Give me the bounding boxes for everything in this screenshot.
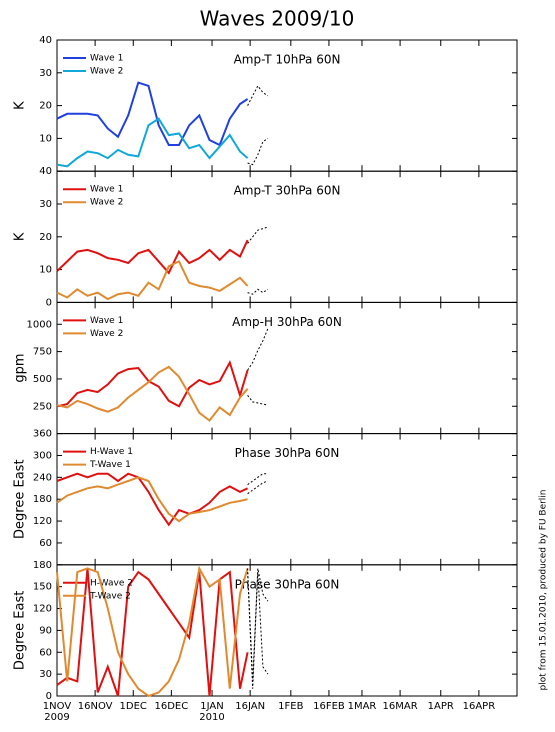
y-tick-label: 150 [33, 582, 52, 593]
legend-label: Wave 2 [90, 198, 123, 208]
series-line [247, 328, 269, 371]
series-line [56, 476, 248, 523]
y-tick-label: 300 [33, 450, 52, 461]
x-tick-label: 16FEB [313, 701, 345, 712]
legend-label: Wave 2 [90, 67, 123, 77]
series-line [247, 288, 269, 295]
y-tick-label: 250 [33, 401, 52, 412]
y-tick-label: 10 [39, 265, 52, 276]
series-line [247, 394, 269, 406]
series-line [247, 84, 269, 106]
y-tick-label: 1000 [27, 319, 52, 330]
y-tick-label: 500 [33, 374, 52, 385]
y-axis-label: K [13, 232, 28, 241]
y-tick-label: 120 [33, 604, 52, 615]
y-tick-label: 750 [33, 347, 52, 358]
x-tick-label: 16NOV [78, 701, 113, 712]
x-tick-label: 1JAN [200, 701, 223, 712]
y-tick-label: 60 [39, 647, 52, 658]
panel-title: Amp-T 30hPa 60N [234, 184, 341, 198]
series-line [247, 226, 269, 244]
y-axis-label: K [13, 101, 28, 110]
y-axis-label: Degree East [13, 459, 28, 539]
x-tick-label: 16MAR [383, 701, 418, 712]
series-line [56, 117, 249, 168]
series-line [56, 568, 249, 697]
x-tick-label: 1NOV [43, 701, 72, 712]
y-tick-label: 40 [39, 166, 52, 177]
y-tick-label: 180 [33, 560, 52, 571]
panel-title: Amp-T 10hPa 60N [234, 53, 341, 67]
panel-title: Phase 30hPa 60N [235, 577, 340, 591]
y-tick-label: 180 [33, 494, 52, 505]
x-year-label: 2010 [199, 712, 224, 723]
y-tick-label: 10 [39, 133, 52, 144]
panel-title: Phase 30hPa 60N [235, 446, 340, 460]
series-line [247, 473, 268, 486]
y-tick-label: 120 [33, 516, 52, 527]
series-line [56, 239, 249, 275]
series-line [56, 472, 249, 527]
legend-label: H-Wave 1 [90, 447, 133, 457]
x-tick-label: 16APR [463, 701, 496, 712]
y-tick-label: 30 [39, 669, 52, 680]
x-tick-label: 1APR [428, 701, 454, 712]
series-line [56, 565, 249, 698]
y-axis-label: Degree East [13, 591, 28, 671]
legend-label: Wave 1 [90, 316, 123, 326]
y-tick-label: 0 [46, 297, 52, 308]
y-tick-label: 30 [39, 68, 52, 79]
legend-label: Wave 1 [90, 185, 123, 195]
y-tick-label: 90 [39, 625, 52, 636]
y-tick-label: 0 [46, 691, 52, 702]
legend-label: Wave 2 [90, 329, 123, 339]
x-tick-label: 1DEC [120, 701, 147, 712]
x-tick-label: 1MAR [348, 701, 377, 712]
y-tick-label: 360 [33, 429, 52, 440]
legend-label: H-Wave 2 [90, 578, 133, 588]
y-tick-label: 240 [33, 472, 52, 483]
panel-title: Amp-H 30hPa 60N [232, 315, 342, 329]
y-tick-label: 20 [39, 232, 52, 243]
y-tick-label: 30 [39, 199, 52, 210]
x-tick-label: 1FEB [278, 701, 303, 712]
y-tick-label: 40 [39, 35, 52, 46]
series-line [56, 260, 249, 301]
series-line [56, 359, 249, 408]
y-tick-label: 20 [39, 101, 52, 112]
footnote: plot from 15.01.2010, produced by FU Ber… [539, 489, 549, 690]
series-line [56, 81, 249, 147]
legend-label: T-Wave 1 [89, 460, 131, 470]
y-axis-label: gpm [13, 353, 28, 382]
series-line [56, 365, 249, 422]
x-tick-label: 16JAN [235, 701, 265, 712]
x-tick-label: 16DEC [154, 701, 188, 712]
legend-label: Wave 1 [90, 54, 123, 64]
series-line [247, 480, 269, 495]
page-title: Waves 2009/10 [200, 7, 355, 31]
series-line [247, 137, 269, 166]
x-year-label: 2009 [44, 712, 69, 723]
y-tick-label: 60 [39, 538, 52, 549]
legend-label: T-Wave 2 [89, 591, 131, 601]
